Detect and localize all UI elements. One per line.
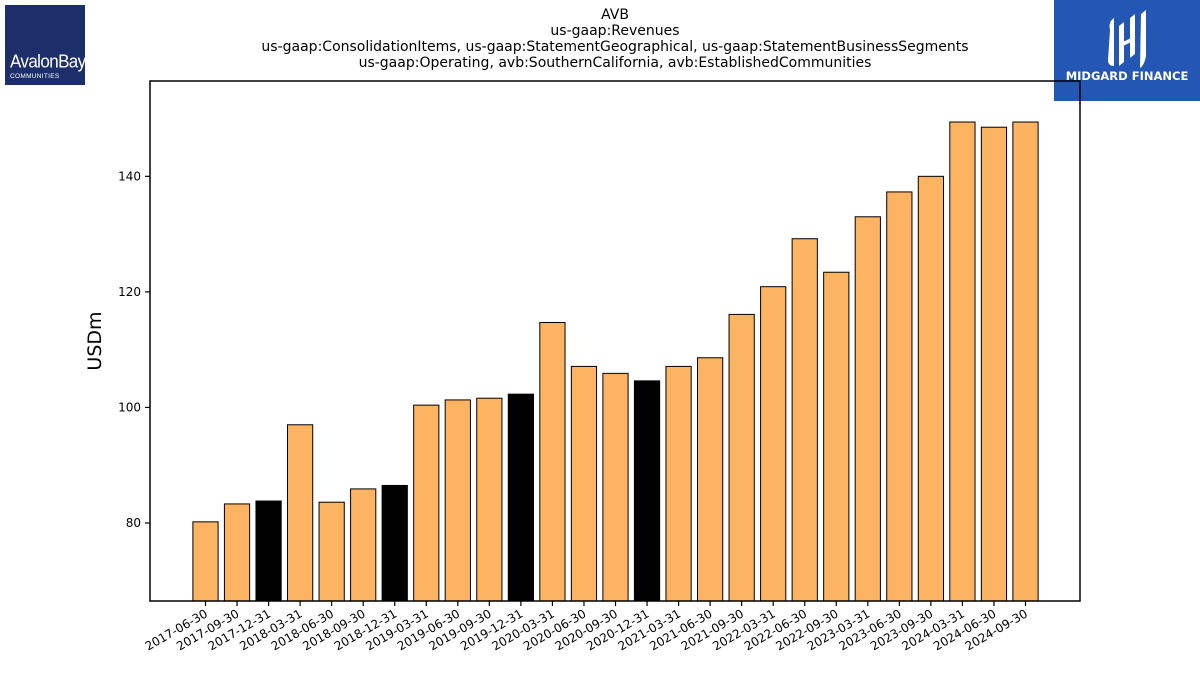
- chart-title-axes: us-gaap:ConsolidationItems, us-gaap:Stat…: [261, 39, 969, 55]
- bar-2020-06-30: [570, 365, 598, 602]
- bar-2021-03-31: [665, 365, 692, 602]
- bar-2022-09-30: [823, 271, 850, 602]
- bar-2018-06-30: [318, 501, 345, 602]
- y-axis-label: USDm: [84, 311, 106, 370]
- bar-2020-12-31: [633, 380, 661, 602]
- y-tick-label-140: 140: [118, 169, 141, 183]
- bar-2020-09-30: [602, 372, 629, 602]
- avalonbay-logo-text: AvalonBay: [10, 51, 86, 72]
- bar-2018-09-30: [350, 488, 377, 602]
- y-tick-label-80: 80: [126, 516, 141, 530]
- bar-2017-12-31: [255, 500, 282, 602]
- bar-2024-06-30: [980, 126, 1008, 602]
- bar-2023-06-30: [886, 191, 913, 602]
- midgard-emblem-icon: [1108, 10, 1146, 68]
- bar-2022-03-31: [760, 286, 787, 602]
- bar-2017-06-30: [192, 521, 219, 602]
- bar-2017-09-30: [223, 503, 251, 602]
- bar-2019-12-31: [507, 393, 534, 602]
- bar-2019-06-30: [444, 399, 471, 602]
- bar-2023-03-31: [854, 216, 881, 602]
- bar-2023-09-30: [917, 175, 945, 602]
- bar-2019-09-30: [476, 397, 503, 602]
- bar-2018-12-31: [381, 484, 408, 602]
- bars-layer: [192, 121, 1039, 602]
- chart-title-members: us-gaap:Operating, avb:SouthernCaliforni…: [358, 55, 872, 71]
- bar-2018-03-31: [287, 424, 314, 602]
- bar-2021-06-30: [697, 357, 724, 602]
- bar-2020-03-31: [539, 322, 566, 602]
- bar-2024-03-31: [949, 121, 976, 602]
- bar-2021-09-30: [728, 313, 755, 602]
- y-tick-label-120: 120: [118, 285, 141, 299]
- chart-titles: AVB us-gaap:Revenues us-gaap:Consolidati…: [150, 7, 1080, 71]
- midgard-finance-logo: MIDGARD FINANCE: [1054, 0, 1200, 101]
- bar-2024-09-30: [1012, 121, 1039, 602]
- chart-title-concept: us-gaap:Revenues: [550, 23, 680, 39]
- y-tick-label-100: 100: [118, 400, 141, 414]
- midgard-finance-logo-text: MIDGARD FINANCE: [1065, 69, 1189, 83]
- chart-title-ticker: AVB: [601, 7, 629, 23]
- bar-2022-06-30: [791, 238, 818, 602]
- avalonbay-logo: AvalonBay COMMUNITIES: [5, 5, 86, 85]
- bar-2019-03-31: [413, 404, 440, 602]
- avalonbay-logo-subtext: COMMUNITIES: [10, 73, 60, 80]
